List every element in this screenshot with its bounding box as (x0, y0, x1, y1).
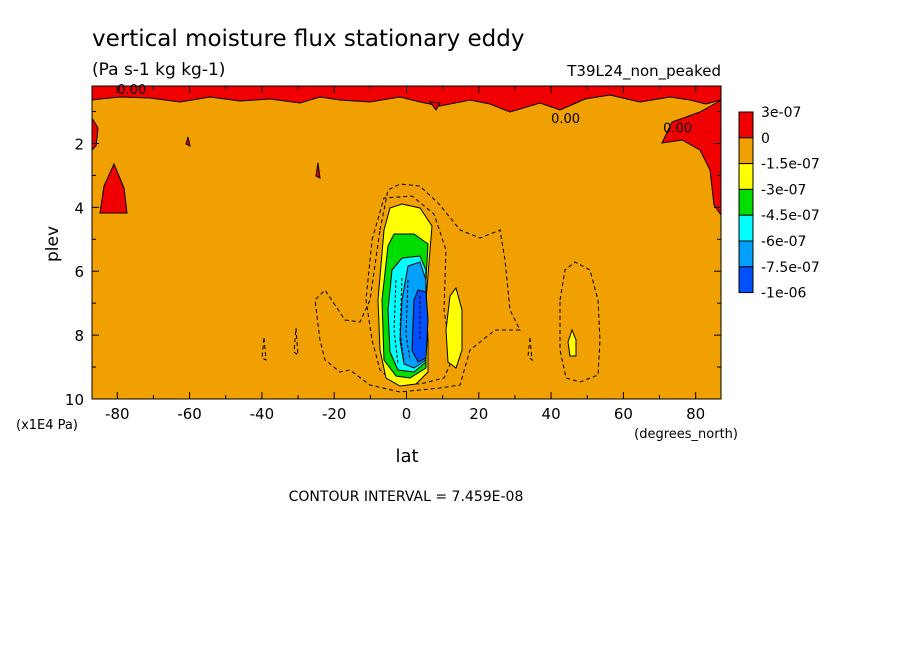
x-tick-label: -20 (322, 405, 347, 423)
legend-swatch (738, 137, 754, 165)
y-tick-label: 8 (74, 327, 84, 345)
y-unit-label: (x1E4 Pa) (16, 418, 78, 433)
legend-label: -1e-06 (761, 286, 807, 302)
x-tick-label: 40 (542, 405, 561, 423)
contour-label: 0.00 (663, 122, 692, 137)
x-axis: -80 -60 -40 -20 0 20 40 60 80 (105, 86, 705, 423)
level-yellow-side (445, 286, 463, 369)
y-tick-label: 10 (65, 391, 84, 409)
level-yellow-east (567, 328, 577, 357)
x-unit-label: (degrees_north) (634, 427, 738, 442)
legend-label: 3e-07 (761, 105, 801, 121)
y-tick-label: 4 (74, 199, 84, 217)
y-axis: 2 4 6 8 10 (65, 111, 721, 409)
x-tick-label: -40 (250, 405, 275, 423)
legend-label: -3e-07 (761, 182, 806, 198)
legend-swatch (738, 188, 754, 216)
legend-label: -7.5e-07 (761, 260, 820, 276)
x-tick-label: 20 (469, 405, 488, 423)
positive-region-left-edge (92, 117, 99, 151)
x-tick-label: 80 (686, 405, 705, 423)
positive-speck (315, 162, 321, 179)
legend-swatch (738, 163, 754, 190)
legend-label: -4.5e-07 (761, 208, 820, 224)
chart-title: vertical moisture flux stationary eddy (92, 26, 525, 52)
legend-label: 0 (761, 131, 770, 147)
x-tick-label: 0 (402, 405, 412, 423)
legend-swatch (738, 111, 754, 139)
core-contours (393, 277, 421, 365)
y-axis-label: plev (43, 226, 63, 262)
positive-region-topright (661, 99, 721, 216)
x-tick-label: -80 (105, 405, 130, 423)
chart-units: (Pa s-1 kg kg-1) (92, 60, 225, 80)
x-tick-label: -60 (177, 405, 202, 423)
positive-region-left (99, 162, 128, 214)
y-tick-label: 2 (74, 135, 84, 153)
positive-speck-2 (185, 136, 191, 147)
contour-interval: CONTOUR INTERVAL = 7.459E-08 (289, 489, 524, 505)
y-tick-label: 6 (74, 263, 84, 281)
color-legend: 3e-07 0 -1.5e-07 -3e-07 -4.5e-07 -6e-07 -7.5e-… (738, 105, 820, 302)
x-tick-label: 60 (614, 405, 633, 423)
contour-label: 0.00 (551, 112, 580, 127)
legend-swatch (738, 266, 754, 294)
positive-blob (428, 101, 441, 111)
contour-labels: 0.00 0.00 0.00 (117, 83, 692, 136)
dataset-label: T39L24_non_peaked (566, 62, 721, 81)
legend-label: -1.5e-07 (761, 157, 820, 173)
plot-area (92, 86, 721, 399)
legend-swatch (738, 214, 754, 242)
positive-region-top (92, 86, 721, 113)
legend-label: -6e-07 (761, 234, 806, 250)
dashed-contours (261, 183, 601, 393)
x-axis-label: lat (395, 446, 418, 467)
legend-swatch (738, 240, 754, 268)
contour-label: 0.00 (117, 83, 146, 98)
